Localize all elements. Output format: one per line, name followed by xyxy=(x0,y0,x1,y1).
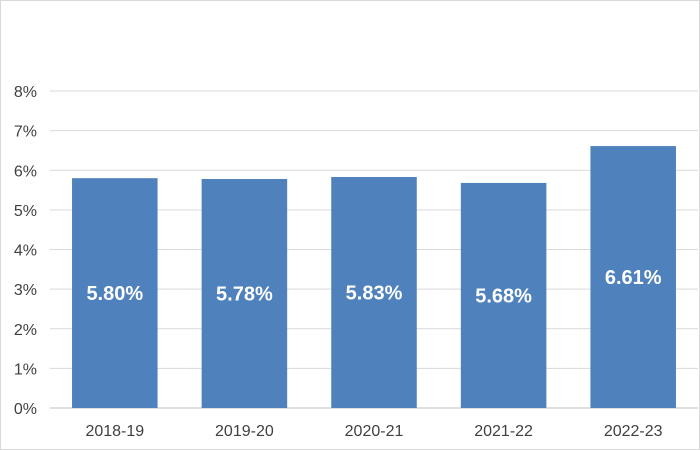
bar-2021-22 xyxy=(460,182,547,408)
y-tick-label: 5% xyxy=(14,203,37,220)
bars xyxy=(72,146,676,409)
x-axis-tick-labels: 2018-19 2019-20 2020-21 2021-22 2022-23 xyxy=(85,423,662,440)
bar-2018-19 xyxy=(72,178,158,408)
data-label: 5.80% xyxy=(86,283,143,305)
bar-2020-21 xyxy=(331,176,417,408)
y-axis-tick-labels: 0% 1% 2% 3% 4% 5% 6% 7% 8% xyxy=(14,84,37,418)
data-label: 6.61% xyxy=(605,267,662,289)
x-tick-label: 2021-22 xyxy=(474,423,533,440)
y-tick-label: 0% xyxy=(14,401,37,418)
data-label: 5.78% xyxy=(216,283,273,305)
x-tick-label: 2020-21 xyxy=(345,423,404,440)
y-tick-label: 7% xyxy=(14,124,37,141)
y-tick-label: 6% xyxy=(14,163,37,180)
y-tick-label: 2% xyxy=(14,322,37,339)
data-label: 5.68% xyxy=(475,285,532,307)
x-tick-label: 2018-19 xyxy=(85,423,144,440)
y-tick-label: 8% xyxy=(14,84,37,101)
y-tick-label: 3% xyxy=(14,282,37,299)
y-tick-label: 4% xyxy=(14,243,37,260)
data-label: 5.83% xyxy=(346,282,403,304)
y-tick-label: 1% xyxy=(14,361,37,378)
x-tick-label: 2019-20 xyxy=(215,423,274,440)
x-tick-label: 2022-23 xyxy=(604,423,663,440)
data-labels: 5.80% 5.78% 5.83% 5.68% 6.61% xyxy=(86,267,661,307)
bar-2019-20 xyxy=(201,178,288,408)
bar-2022-23 xyxy=(590,146,676,409)
